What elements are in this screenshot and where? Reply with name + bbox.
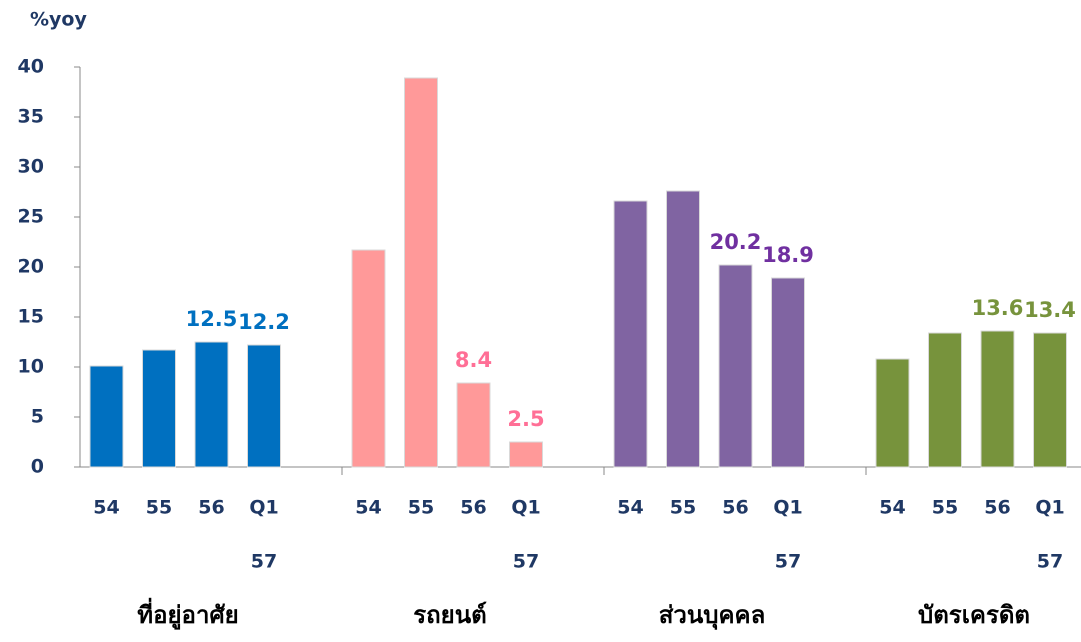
data-label: 12.5 xyxy=(186,307,238,331)
x-tick-label: 54 xyxy=(93,497,119,519)
y-tick-label: 0 xyxy=(31,456,44,478)
x-tick-label: Q1 xyxy=(1035,497,1064,519)
bar xyxy=(875,358,910,468)
bar xyxy=(509,441,543,468)
data-label: 13.6 xyxy=(972,296,1024,320)
x-tick-label: 56 xyxy=(198,497,224,519)
y-tick-label: 30 xyxy=(18,156,44,178)
x-tick-label: 55 xyxy=(146,497,172,519)
group-label: รถยนต์ xyxy=(413,601,486,629)
bar xyxy=(456,382,491,468)
x-tick-label: Q1 xyxy=(511,497,540,519)
bar xyxy=(247,344,281,468)
y-tick-label: 15 xyxy=(18,306,44,328)
y-axis-label: %yoy xyxy=(30,9,87,31)
bar xyxy=(351,249,386,468)
x-tick-label: 56 xyxy=(984,497,1010,519)
x-tick-sublabel: 57 xyxy=(513,551,539,573)
group-label: ส่วนบุคคล xyxy=(659,601,766,631)
data-label: 2.5 xyxy=(507,407,544,431)
y-tick-label: 5 xyxy=(31,406,44,428)
y-tick-label: 20 xyxy=(18,256,44,278)
x-tick-label: 55 xyxy=(932,497,958,519)
x-tick-sublabel: 57 xyxy=(775,551,801,573)
data-label: 8.4 xyxy=(455,348,492,372)
y-tick-label: 35 xyxy=(18,106,44,128)
bar xyxy=(142,349,176,468)
x-tick-sublabel: 57 xyxy=(251,551,277,573)
bar xyxy=(404,77,438,468)
bar xyxy=(928,332,962,468)
bar xyxy=(718,264,753,468)
group-label: บัตรเครดิต xyxy=(918,601,1030,629)
x-tick-label: 54 xyxy=(617,497,643,519)
x-tick-label: 54 xyxy=(879,497,905,519)
bar xyxy=(613,200,648,468)
data-label: 13.4 xyxy=(1024,298,1076,322)
bar xyxy=(980,330,1015,468)
x-tick-label: 55 xyxy=(670,497,696,519)
y-tick-label: 25 xyxy=(18,206,44,228)
x-tick-sublabel: 57 xyxy=(1037,551,1063,573)
data-label: 18.9 xyxy=(762,243,814,267)
x-tick-label: 56 xyxy=(722,497,748,519)
group-label: ที่อยู่อาศัย xyxy=(137,597,238,630)
bar xyxy=(666,190,700,468)
data-label: 12.2 xyxy=(238,310,290,334)
x-tick-label: Q1 xyxy=(773,497,802,519)
x-tick-label: 54 xyxy=(355,497,381,519)
data-label: 20.2 xyxy=(710,230,762,254)
x-tick-label: 55 xyxy=(408,497,434,519)
x-tick-label: 56 xyxy=(460,497,486,519)
bar xyxy=(771,277,805,468)
y-tick-label: 10 xyxy=(18,356,44,378)
y-tick-label: 40 xyxy=(18,56,44,78)
x-tick-label: Q1 xyxy=(249,497,278,519)
bar xyxy=(194,341,229,468)
bar xyxy=(89,365,124,468)
bar xyxy=(1033,332,1067,468)
